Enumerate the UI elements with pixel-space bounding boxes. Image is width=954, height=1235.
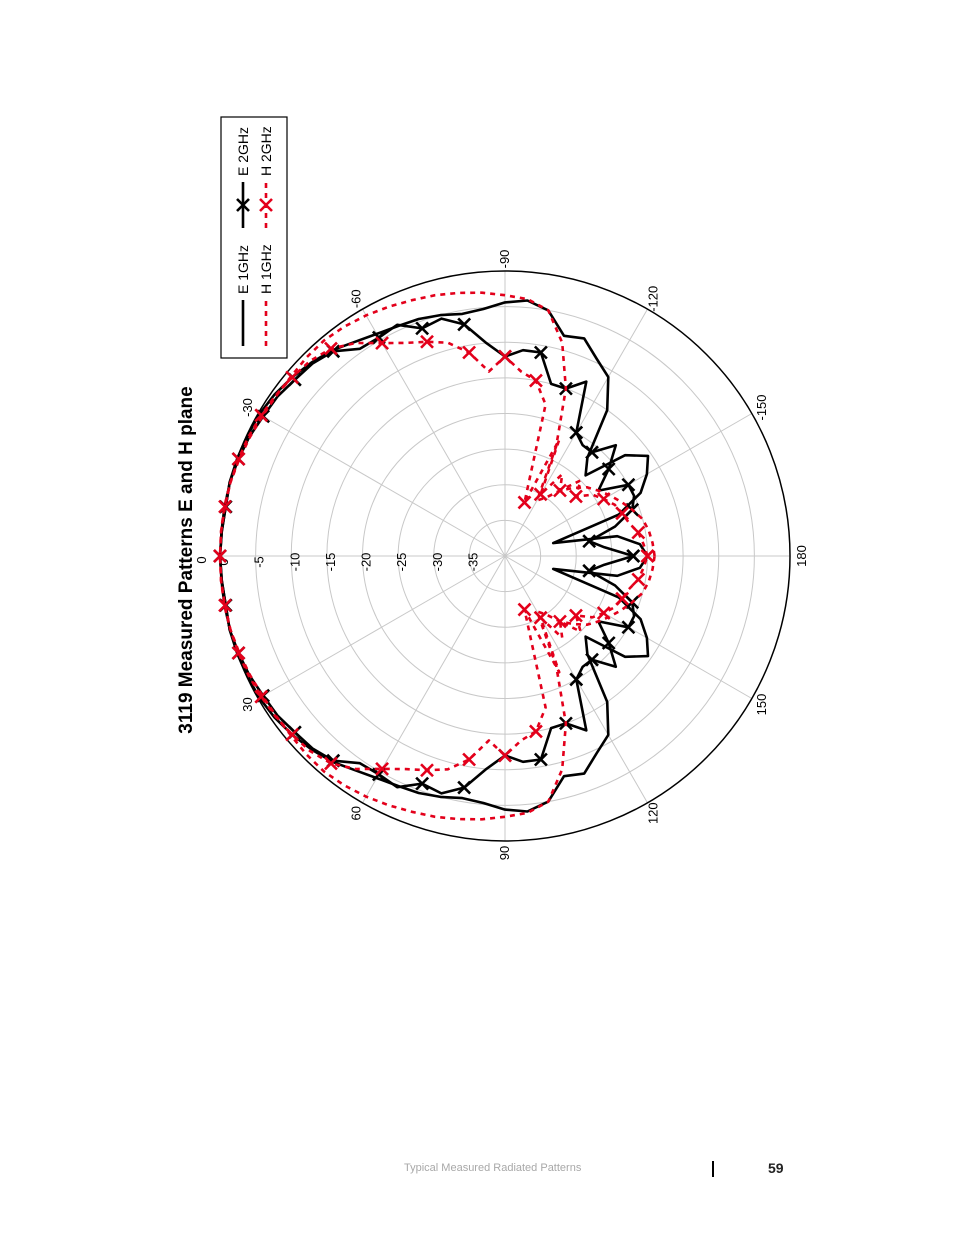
angular-tick-label: -150 <box>754 394 769 420</box>
angular-tick-label: -120 <box>646 286 661 312</box>
series-e2-point <box>582 534 597 549</box>
series-e2-point <box>601 636 616 650</box>
series-e2-point <box>457 317 472 332</box>
series-h2-point <box>324 341 338 356</box>
radial-tick-label: -15 <box>323 553 338 572</box>
legend-label-e2: E 2GHz <box>235 127 251 176</box>
radial-tick-label: -20 <box>359 553 374 572</box>
grid-spoke <box>257 413 506 557</box>
series-h2-point <box>285 370 300 385</box>
series-h2-point <box>517 602 532 617</box>
series-e2-point <box>621 620 636 635</box>
radial-tick-label: -25 <box>394 553 409 572</box>
series-e2-point <box>582 563 597 578</box>
angular-tick-label: -90 <box>497 250 512 269</box>
legend-marker-h2 <box>259 198 273 212</box>
series-h2-point <box>420 763 434 778</box>
series-e2-point <box>626 549 641 563</box>
grid-spoke <box>362 308 506 557</box>
angular-tick-label: 150 <box>754 694 769 716</box>
series-h2-point <box>631 572 646 587</box>
series-h2-point <box>615 591 630 606</box>
legend-label-h2: H 2GHz <box>258 126 274 176</box>
series-h2-point <box>231 646 246 660</box>
series-h2-point <box>254 408 269 423</box>
angular-tick-label: 0 <box>194 556 209 563</box>
grid-spoke <box>257 555 506 699</box>
radial-tick-label: -35 <box>465 553 480 572</box>
series-h2-point <box>218 499 232 514</box>
series-e2-point <box>601 462 616 476</box>
series-h2-point <box>553 614 567 629</box>
footer-divider <box>712 1161 714 1177</box>
series-h2-point <box>218 598 232 613</box>
footer-section-title: Typical Measured Radiated Patterns <box>404 1162 582 1174</box>
series-h2-point <box>640 549 655 563</box>
series-e2-point <box>415 321 430 336</box>
tick-labels: 0 -5 -10 -15 -20 -25 -30 -35 30 60 90 120 150 180 -150… <box>194 250 809 861</box>
series-e2-point <box>569 672 584 687</box>
legend-label-e1: E 1GHz <box>235 245 251 294</box>
series-h2-point <box>254 689 269 704</box>
series-h2-point <box>462 345 477 360</box>
series-h2-point <box>517 495 532 510</box>
radial-tick-label: -5 <box>252 556 267 568</box>
series-h2-point <box>324 756 338 771</box>
legend-frame <box>220 116 288 359</box>
series-h2-point <box>498 748 512 763</box>
angular-tick-label: 180 <box>794 545 809 567</box>
series-h2-point <box>529 724 543 739</box>
radial-tick-label: -10 <box>287 553 302 572</box>
chart-title: 3119 Measured Patterns E and H plane <box>176 386 197 733</box>
series-h2-point <box>498 349 512 364</box>
series-e2-point <box>415 776 430 791</box>
page-number: 59 <box>768 1160 784 1176</box>
angular-tick-label: -60 <box>349 289 364 308</box>
series-e2-point <box>585 445 599 460</box>
series-h2-point <box>631 525 646 540</box>
series-h2-point <box>285 727 300 742</box>
series-e2-point <box>585 652 599 667</box>
legend-label-h1: H 1GHz <box>258 244 274 294</box>
series-e2-point <box>569 425 584 440</box>
radial-tick-label: 0 <box>216 558 231 565</box>
series-e2-point <box>621 477 636 492</box>
grid-spoke <box>362 555 506 804</box>
series-h2-point <box>533 487 548 502</box>
angular-tick-label: 60 <box>349 806 364 820</box>
series-h2-point <box>375 336 390 351</box>
legend-marker-e2 <box>236 198 250 212</box>
series-h2-point <box>213 549 227 563</box>
series-layer <box>213 291 656 821</box>
angular-tick-label: 90 <box>497 846 512 860</box>
series-h2-point <box>375 761 390 776</box>
legend: E 1GHz E 2GHz H 1GHz H 2GHz <box>220 116 288 359</box>
series-h2-point <box>231 452 246 466</box>
series-e2-point <box>533 752 548 767</box>
series-h2-point <box>420 334 434 349</box>
angular-tick-label: 30 <box>240 697 255 711</box>
series-e2-point <box>533 345 548 360</box>
series-h2-point <box>615 506 630 521</box>
angular-tick-label: 120 <box>646 802 661 824</box>
series-h2-point <box>596 492 611 506</box>
series-e2-point <box>457 780 472 795</box>
series-h2-point <box>569 489 583 504</box>
series-h2-point <box>553 483 567 498</box>
angular-tick-label: -30 <box>240 398 255 417</box>
series-h2-point <box>569 608 583 623</box>
series-h2-point <box>462 752 477 767</box>
radial-tick-label: -30 <box>430 553 445 572</box>
series-h2-point <box>533 610 548 625</box>
series-h2-point <box>596 606 611 620</box>
series-h2-point <box>529 373 543 388</box>
